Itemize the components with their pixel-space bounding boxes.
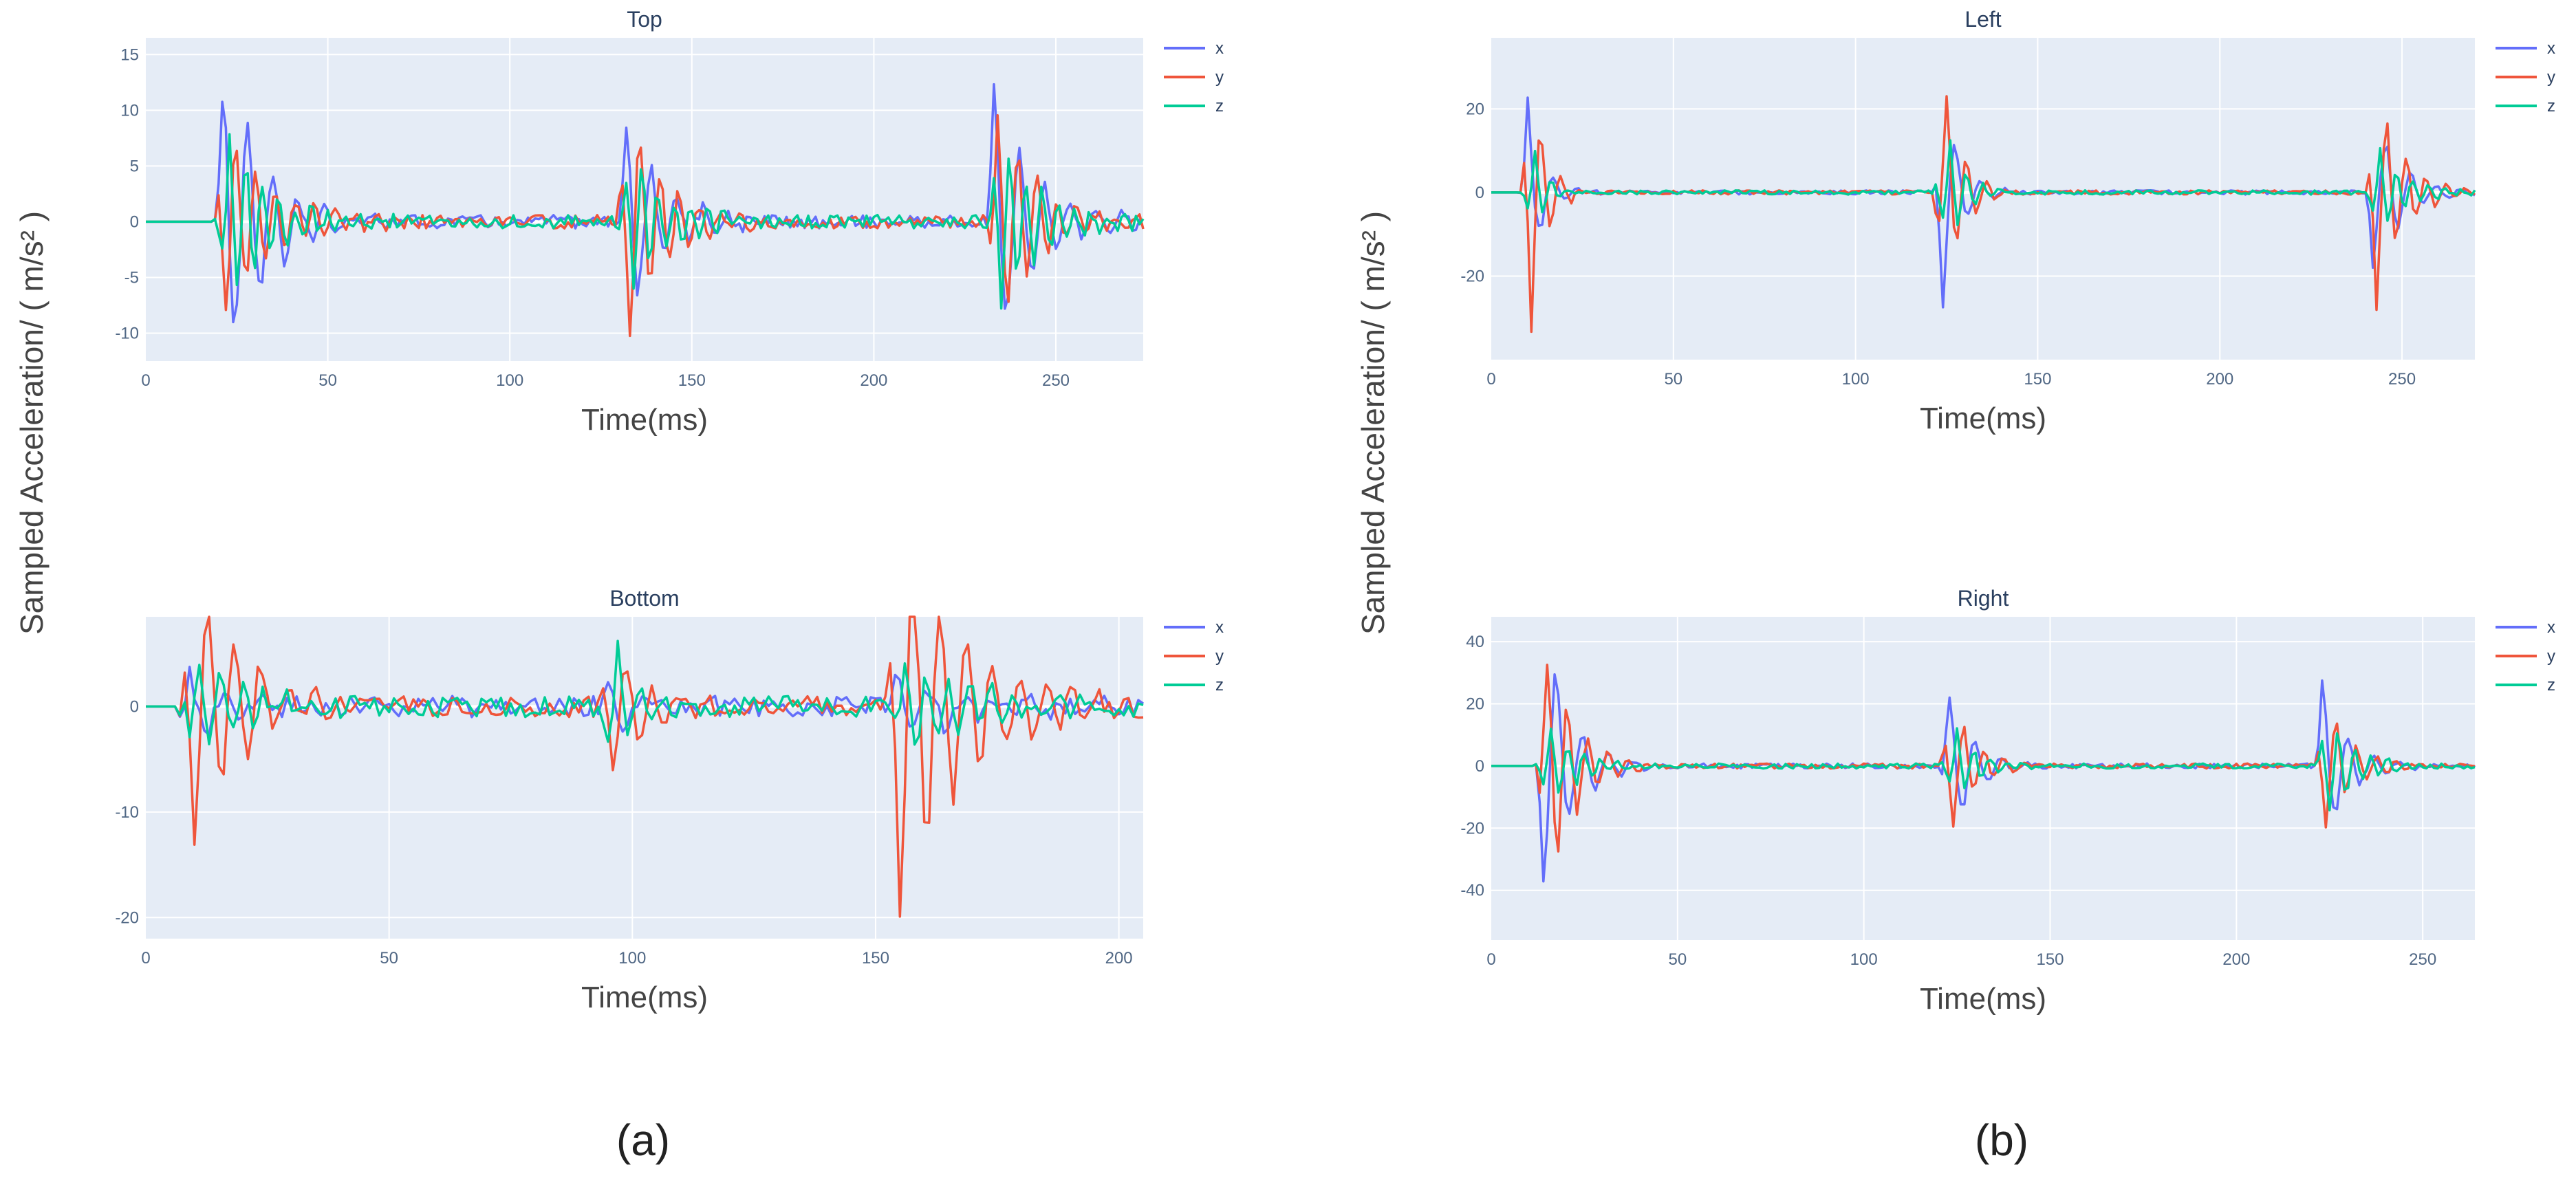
left-y-tick-label: -20 (1460, 267, 1484, 285)
left-series-z-line (1491, 139, 2476, 227)
left-y-tick-label: 0 (1475, 184, 1484, 202)
right-y-tick-label: 20 (1466, 695, 1484, 714)
top-x-tick-label: 50 (318, 371, 337, 390)
left-x-axis-label: Time(ms) (1920, 402, 2046, 435)
top-series-z-line (146, 133, 1145, 310)
chart-top: 0 50 100 150 200 250 -10 -5 0 5 10 15 Top Time(ms) xyz (115, 7, 1224, 437)
right-y-tick-label: 0 (1475, 757, 1484, 776)
bottom-series-y-line (146, 615, 1144, 918)
bottom-y-tick-label: -10 (115, 803, 139, 822)
top-y-tick-label: 0 (130, 212, 139, 231)
right-x-tick-label: 200 (2222, 950, 2250, 969)
left-y-tick-label: 20 (1466, 100, 1484, 118)
top-y-tick-label: 5 (130, 157, 139, 175)
top-legend-y-label[interactable]: y (1215, 68, 1224, 87)
chart-bottom: 0 50 100 150 200 -20 -10 0 Bottom Time(ms) xyz (115, 586, 1224, 1014)
right-x-tick-label: 50 (1668, 950, 1687, 969)
left-x-tick-label: 250 (2388, 370, 2416, 389)
top-x-tick-label: 200 (860, 371, 887, 390)
top-y-tick-label: -10 (115, 324, 139, 342)
right-legend-y-label[interactable]: y (2547, 647, 2555, 666)
left-x-tick-label: 200 (2206, 370, 2233, 389)
top-x-tick-label: 250 (1042, 371, 1070, 390)
bottom-legend-x-label[interactable]: x (1215, 618, 1224, 637)
bottom-x-tick-label: 200 (1105, 949, 1133, 968)
right-y-tick-label: -20 (1460, 819, 1484, 838)
left-x-tick-label: 150 (2024, 370, 2051, 389)
right-legend-z-label[interactable]: z (2547, 676, 2555, 695)
top-x-tick-label: 100 (496, 371, 523, 390)
right-x-tick-label: 250 (2409, 950, 2436, 969)
bottom-plot-area (146, 617, 1143, 939)
bottom-y-tick-label: 0 (130, 697, 139, 716)
right-x-tick-label: 0 (1486, 950, 1495, 969)
bottom-x-tick-label: 100 (618, 949, 646, 968)
bottom-legend-z-label[interactable]: z (1215, 676, 1224, 695)
panel-a-ylabel: Sampled Acceleration/ ( m/s² ) (14, 211, 50, 635)
left-x-tick-label: 100 (1842, 370, 1870, 389)
right-legend-x-label[interactable]: x (2547, 618, 2555, 637)
left-title: Left (1965, 7, 2001, 32)
top-y-tick-label: -5 (125, 268, 139, 287)
right-x-tick-label: 150 (2036, 950, 2064, 969)
top-x-tick-label: 150 (678, 371, 706, 390)
top-x-axis-label: Time(ms) (581, 403, 708, 437)
top-y-tick-label: 10 (120, 101, 139, 120)
right-title: Right (1958, 586, 2009, 611)
bottom-x-tick-label: 150 (862, 949, 889, 968)
bottom-y-tick-label: -20 (115, 908, 139, 927)
left-legend-z-label[interactable]: z (2547, 97, 2555, 116)
right-x-tick-label: 100 (1850, 950, 1878, 969)
top-legend-x-label[interactable]: x (1215, 39, 1224, 58)
panel-b-ylabel: Sampled Acceleration/ ( m/s² ) (1355, 211, 1391, 635)
bottom-x-tick-label: 50 (380, 949, 398, 968)
right-y-tick-label: 40 (1466, 633, 1484, 651)
bottom-title: Bottom (609, 586, 679, 611)
bottom-legend-y-label[interactable]: y (1215, 647, 1224, 666)
right-plot-area (1491, 617, 2475, 940)
top-legend-z-label[interactable]: z (1215, 97, 1224, 116)
left-legend-x-label[interactable]: x (2547, 39, 2555, 58)
top-y-tick-label: 15 (120, 45, 139, 64)
left-x-tick-label: 50 (1664, 370, 1682, 389)
right-x-axis-label: Time(ms) (1920, 982, 2046, 1016)
right-y-tick-label: -40 (1460, 882, 1484, 900)
chart-left: 0 50 100 150 200 250 -20 0 20 Left Time(ms) xyz (1460, 7, 2555, 435)
panel-b-label: (b) (1975, 1115, 2028, 1165)
left-plot-area (1491, 38, 2475, 360)
right-series-z-line (1491, 727, 2476, 811)
left-legend-y-label[interactable]: y (2547, 68, 2555, 87)
left-x-tick-label: 0 (1486, 370, 1495, 389)
bottom-x-tick-label: 0 (141, 949, 150, 968)
panel-a-label: (a) (616, 1115, 670, 1165)
chart-right: 0 50 100 150 200 250 -40 -20 0 20 40 Right Time(ms) x… (1460, 586, 2555, 1016)
top-x-tick-label: 0 (141, 371, 150, 390)
bottom-x-axis-label: Time(ms) (581, 981, 708, 1014)
top-title: Top (627, 7, 662, 32)
bottom-series-z-line (146, 640, 1144, 746)
